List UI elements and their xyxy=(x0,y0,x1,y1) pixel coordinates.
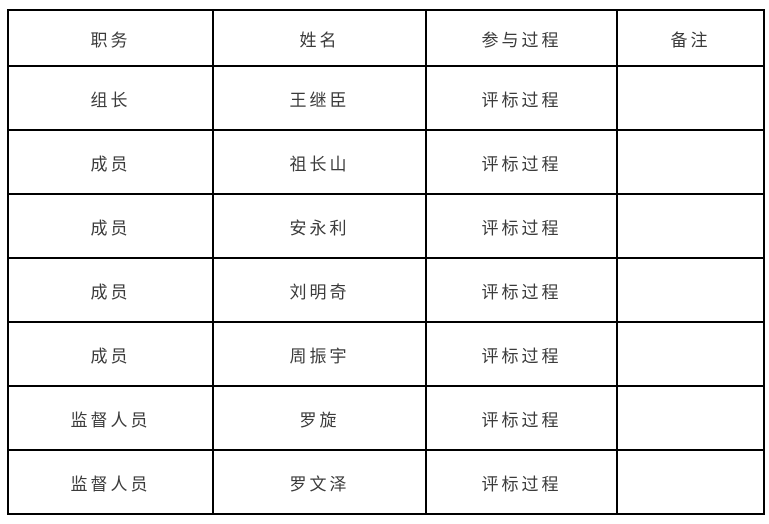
remarks-cell xyxy=(616,257,765,323)
remarks-cell xyxy=(616,193,765,259)
column-header-position: 职务 xyxy=(7,9,214,67)
process-cell: 评标过程 xyxy=(425,449,618,515)
name-cell: 周振宇 xyxy=(212,321,427,387)
position-cell: 成员 xyxy=(7,193,214,259)
table-row: 成员 周振宇 评标过程 xyxy=(7,321,765,387)
position-cell: 成员 xyxy=(7,321,214,387)
process-cell: 评标过程 xyxy=(425,193,618,259)
position-cell: 成员 xyxy=(7,257,214,323)
remarks-cell xyxy=(616,321,765,387)
remarks-cell xyxy=(616,449,765,515)
process-cell: 评标过程 xyxy=(425,129,618,195)
position-cell: 监督人员 xyxy=(7,385,214,451)
table-row: 成员 刘明奇 评标过程 xyxy=(7,257,765,323)
name-cell: 祖长山 xyxy=(212,129,427,195)
table-row: 成员 安永利 评标过程 xyxy=(7,193,765,259)
table-header-row: 职务 姓名 参与过程 备注 xyxy=(7,9,765,67)
position-cell: 监督人员 xyxy=(7,449,214,515)
process-cell: 评标过程 xyxy=(425,257,618,323)
name-cell: 刘明奇 xyxy=(212,257,427,323)
name-cell: 王继臣 xyxy=(212,65,427,131)
column-header-name: 姓名 xyxy=(212,9,427,67)
table-row: 成员 祖长山 评标过程 xyxy=(7,129,765,195)
remarks-cell xyxy=(616,129,765,195)
remarks-cell xyxy=(616,65,765,131)
process-cell: 评标过程 xyxy=(425,321,618,387)
table-row: 监督人员 罗文泽 评标过程 xyxy=(7,449,765,515)
personnel-table: 职务 姓名 参与过程 备注 组长 王继臣 评标过程 成员 祖长山 评标过程 成员… xyxy=(7,9,765,515)
process-cell: 评标过程 xyxy=(425,385,618,451)
position-cell: 成员 xyxy=(7,129,214,195)
name-cell: 罗文泽 xyxy=(212,449,427,515)
position-cell: 组长 xyxy=(7,65,214,131)
column-header-remarks: 备注 xyxy=(616,9,765,67)
name-cell: 安永利 xyxy=(212,193,427,259)
table-row: 监督人员 罗旋 评标过程 xyxy=(7,385,765,451)
process-cell: 评标过程 xyxy=(425,65,618,131)
column-header-process: 参与过程 xyxy=(425,9,618,67)
table-row: 组长 王继臣 评标过程 xyxy=(7,65,765,131)
name-cell: 罗旋 xyxy=(212,385,427,451)
remarks-cell xyxy=(616,385,765,451)
